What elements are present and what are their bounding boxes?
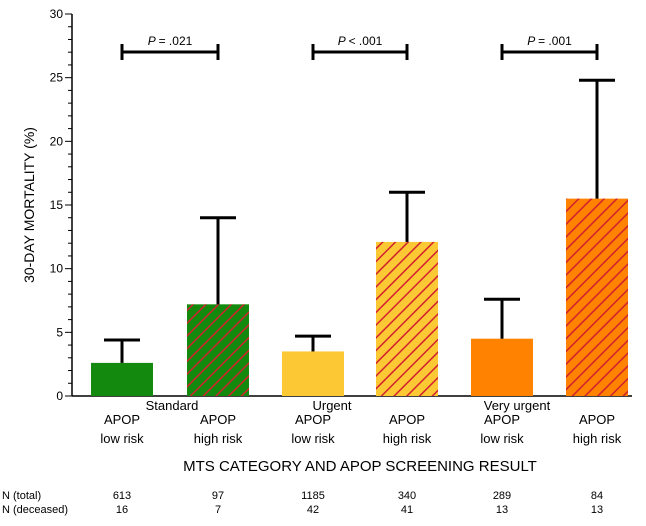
bar-hatch — [187, 304, 249, 396]
p-symbol: P — [338, 34, 349, 48]
n-total-value: 1185 — [301, 490, 325, 502]
risk-label-line2: low risk — [291, 431, 335, 446]
y-tick-label: 15 — [50, 198, 64, 212]
p-value: = .001 — [538, 34, 572, 48]
p-value-label: P < .001 — [338, 34, 383, 48]
n-deceased-value: 42 — [307, 504, 319, 516]
n-total-value: 97 — [212, 490, 224, 502]
n-deceased-value: 41 — [401, 504, 413, 516]
risk-label-line1: APOP — [200, 412, 236, 427]
p-symbol: P — [527, 34, 538, 48]
p-value-label: P = .021 — [148, 34, 193, 48]
p-value-label: P = .001 — [527, 34, 572, 48]
n-deceased-value: 16 — [116, 504, 128, 516]
x-axis-title: MTS CATEGORY AND APOP SCREENING RESULT — [183, 458, 537, 475]
group-label: Very urgent — [484, 398, 551, 413]
n-deceased-value: 13 — [591, 504, 603, 516]
bar-hatch — [376, 241, 438, 396]
risk-label-line1: APOP — [389, 412, 425, 427]
bar — [91, 362, 153, 396]
risk-label-line2: high risk — [573, 431, 622, 446]
n-total-value: 289 — [493, 490, 511, 502]
bar — [282, 351, 344, 396]
risk-label-line2: high risk — [194, 431, 243, 446]
risk-label-line2: low risk — [100, 431, 144, 446]
risk-label-line2: low risk — [480, 431, 524, 446]
risk-label-line1: APOP — [295, 412, 331, 427]
n-deceased-row-label: N (deceased) — [2, 504, 68, 516]
risk-label-line1: APOP — [104, 412, 140, 427]
y-tick-label: 25 — [50, 71, 64, 85]
n-deceased-value: 7 — [215, 504, 221, 516]
y-tick-label: 5 — [56, 325, 63, 339]
n-deceased-value: 13 — [496, 504, 508, 516]
y-tick-label: 10 — [50, 262, 64, 276]
n-total-value: 613 — [113, 490, 131, 502]
group-label: Urgent — [312, 398, 351, 413]
n-total-row-label: N (total) — [2, 490, 41, 502]
p-value: < .001 — [349, 34, 383, 48]
group-label: Standard — [146, 398, 199, 413]
y-tick-label: 30 — [50, 7, 64, 21]
risk-label-line2: high risk — [383, 431, 432, 446]
n-total-value: 84 — [591, 490, 603, 502]
y-tick-label: 0 — [56, 389, 63, 403]
p-value: = .021 — [159, 34, 193, 48]
risk-label-line1: APOP — [484, 412, 520, 427]
p-symbol: P — [148, 34, 159, 48]
y-tick-label: 20 — [50, 134, 64, 148]
bar-hatch — [566, 198, 628, 396]
y-axis-title: 30-DAY MORTALITY (%) — [21, 127, 37, 283]
bar — [471, 338, 533, 396]
risk-label-line1: APOP — [579, 412, 615, 427]
n-total-value: 340 — [398, 490, 416, 502]
